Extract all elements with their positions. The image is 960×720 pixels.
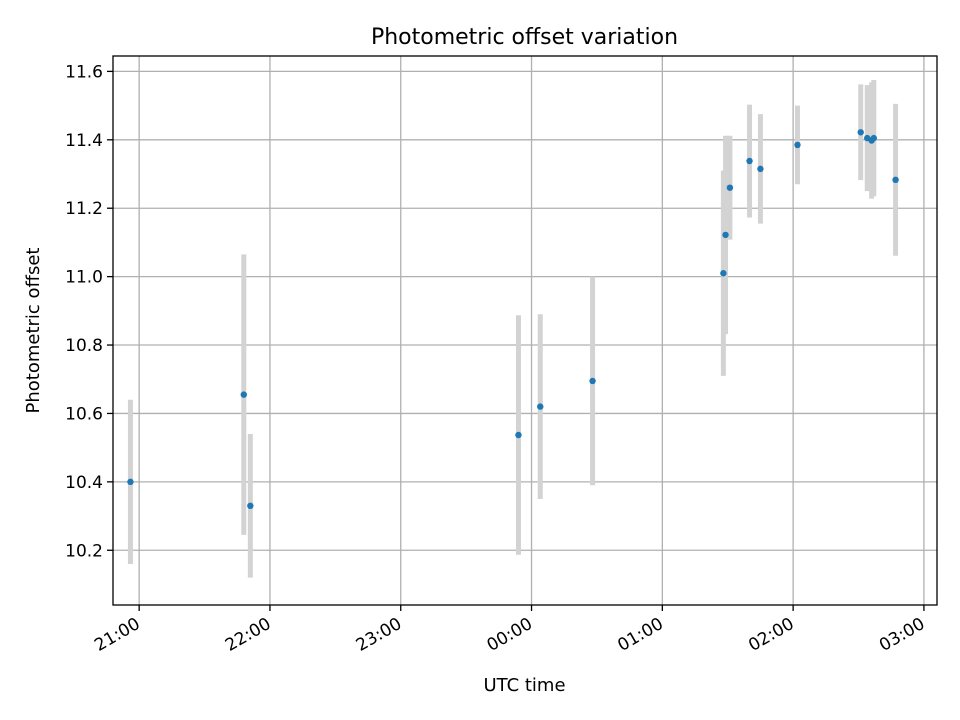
y-tick-label: 10.4 <box>65 473 103 493</box>
data-point <box>870 134 877 142</box>
data-point <box>589 377 596 385</box>
chart-title: Photometric offset variation <box>371 25 678 50</box>
data-point <box>757 165 764 173</box>
plot-frame <box>112 55 938 606</box>
gridlines <box>113 56 937 605</box>
data-point <box>537 403 544 410</box>
x-tick-label: 03:00 <box>876 614 928 656</box>
x-tick-label: 22:00 <box>222 614 274 656</box>
data-point <box>247 502 254 510</box>
data-point <box>746 157 753 165</box>
y-tick-label: 11.2 <box>65 199 103 219</box>
y-tick-label: 11.6 <box>65 62 103 82</box>
y-tick-label: 10.8 <box>65 336 103 356</box>
data-point <box>127 478 134 486</box>
data-point <box>722 231 729 239</box>
x-tick-label: 23:00 <box>353 614 405 656</box>
data-point <box>892 176 899 184</box>
data-point <box>726 184 734 191</box>
data-point <box>720 270 727 277</box>
y-tick-label: 11.4 <box>65 131 103 151</box>
x-tick-label: 00:00 <box>484 614 536 656</box>
data-point <box>794 141 801 149</box>
data-point <box>240 391 247 398</box>
x-tick-label: 21:00 <box>91 614 143 656</box>
error-bars <box>127 79 899 578</box>
y-tick-label: 11.0 <box>65 268 103 288</box>
y-tick-label: 10.6 <box>65 404 103 424</box>
data-points <box>127 129 899 510</box>
x-axis-label: UTC time <box>483 675 565 696</box>
y-axis-label: Photometric offset <box>23 248 44 414</box>
x-tick-label: 01:00 <box>614 614 666 656</box>
y-tick-label: 10.2 <box>65 541 103 561</box>
data-point <box>515 431 522 439</box>
data-point <box>857 129 864 136</box>
x-tick-label: 02:00 <box>745 614 797 656</box>
